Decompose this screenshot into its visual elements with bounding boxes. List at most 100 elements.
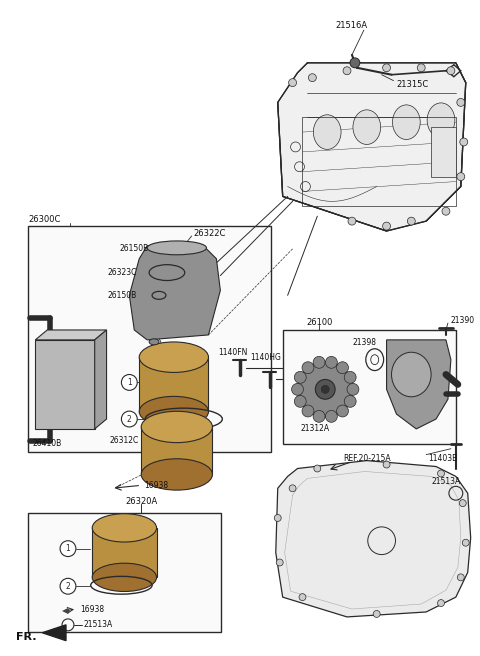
Circle shape — [462, 539, 469, 546]
Text: 16938: 16938 — [80, 604, 104, 613]
Bar — [283, 330, 456, 443]
Circle shape — [294, 371, 306, 383]
Ellipse shape — [392, 352, 431, 397]
Text: 26410B: 26410B — [32, 440, 61, 448]
Circle shape — [325, 411, 337, 422]
Polygon shape — [42, 625, 66, 641]
Circle shape — [60, 579, 76, 594]
Ellipse shape — [147, 241, 206, 255]
Text: 26312C: 26312C — [109, 436, 139, 445]
Circle shape — [383, 461, 390, 468]
Circle shape — [348, 217, 356, 225]
Circle shape — [121, 375, 137, 390]
Circle shape — [294, 396, 306, 407]
Circle shape — [325, 356, 337, 368]
Text: REF.20-215A: REF.20-215A — [343, 454, 391, 463]
Polygon shape — [276, 461, 471, 617]
Text: 21513A: 21513A — [84, 621, 113, 629]
Circle shape — [336, 405, 348, 417]
Ellipse shape — [149, 339, 159, 345]
Circle shape — [298, 361, 353, 417]
Circle shape — [344, 371, 356, 383]
Circle shape — [60, 541, 76, 556]
Text: 21398: 21398 — [353, 338, 377, 347]
Text: 1: 1 — [127, 378, 132, 387]
Circle shape — [313, 411, 325, 422]
Circle shape — [373, 611, 380, 617]
Text: 2: 2 — [127, 415, 132, 424]
Text: 21312A: 21312A — [300, 424, 330, 434]
Circle shape — [336, 361, 348, 374]
Circle shape — [321, 385, 329, 394]
Text: 26300C: 26300C — [28, 215, 61, 224]
Circle shape — [314, 465, 321, 472]
Text: 1140FN: 1140FN — [218, 348, 248, 358]
Polygon shape — [386, 340, 451, 429]
Polygon shape — [62, 608, 70, 614]
Text: 1140HG: 1140HG — [251, 353, 281, 362]
Ellipse shape — [313, 115, 341, 150]
Circle shape — [289, 485, 296, 492]
Circle shape — [347, 383, 359, 396]
Circle shape — [460, 138, 468, 146]
Bar — [302, 117, 456, 206]
Text: 26150B: 26150B — [120, 244, 149, 253]
Circle shape — [344, 396, 356, 407]
Bar — [28, 226, 271, 452]
Polygon shape — [36, 330, 107, 340]
Ellipse shape — [141, 411, 213, 443]
Text: 21315C: 21315C — [396, 80, 429, 89]
Circle shape — [299, 594, 306, 601]
Text: 16938: 16938 — [144, 481, 168, 490]
Bar — [36, 340, 95, 429]
Circle shape — [383, 222, 391, 230]
Ellipse shape — [92, 564, 156, 592]
Circle shape — [309, 73, 316, 81]
Circle shape — [408, 217, 415, 225]
Circle shape — [438, 470, 444, 477]
Bar — [431, 127, 456, 176]
Circle shape — [315, 379, 335, 400]
Ellipse shape — [353, 110, 381, 144]
Circle shape — [383, 64, 391, 72]
Circle shape — [457, 574, 464, 581]
Circle shape — [457, 98, 465, 106]
Bar — [139, 357, 208, 411]
Bar — [28, 513, 221, 632]
Text: 21390: 21390 — [451, 316, 475, 325]
Polygon shape — [95, 330, 107, 429]
Circle shape — [291, 383, 303, 396]
Text: 26323C: 26323C — [108, 268, 137, 277]
Text: 1: 1 — [66, 544, 71, 553]
Text: 21513A: 21513A — [432, 477, 461, 486]
Circle shape — [343, 67, 351, 75]
Text: 26150B: 26150B — [108, 291, 137, 300]
Text: 94750: 94750 — [167, 345, 192, 354]
Text: 26320A: 26320A — [125, 497, 157, 506]
Ellipse shape — [393, 105, 420, 140]
Circle shape — [457, 173, 465, 180]
Polygon shape — [278, 63, 466, 231]
Ellipse shape — [141, 459, 213, 490]
Bar — [141, 427, 213, 474]
Circle shape — [276, 559, 283, 566]
Text: 11403B: 11403B — [428, 454, 457, 463]
Circle shape — [438, 600, 444, 607]
Text: 26322C: 26322C — [193, 228, 226, 237]
Ellipse shape — [139, 342, 208, 373]
Circle shape — [288, 79, 297, 87]
Text: 21516A: 21516A — [336, 21, 368, 30]
Circle shape — [302, 405, 314, 417]
Circle shape — [302, 361, 314, 374]
Ellipse shape — [139, 396, 208, 427]
Circle shape — [350, 58, 360, 68]
Circle shape — [442, 207, 450, 215]
Ellipse shape — [427, 103, 455, 138]
Circle shape — [459, 500, 466, 506]
Circle shape — [417, 64, 425, 72]
Circle shape — [313, 356, 325, 368]
Circle shape — [274, 514, 281, 522]
Text: 26100: 26100 — [306, 318, 333, 327]
Text: FR.: FR. — [15, 632, 36, 642]
Polygon shape — [129, 246, 220, 340]
